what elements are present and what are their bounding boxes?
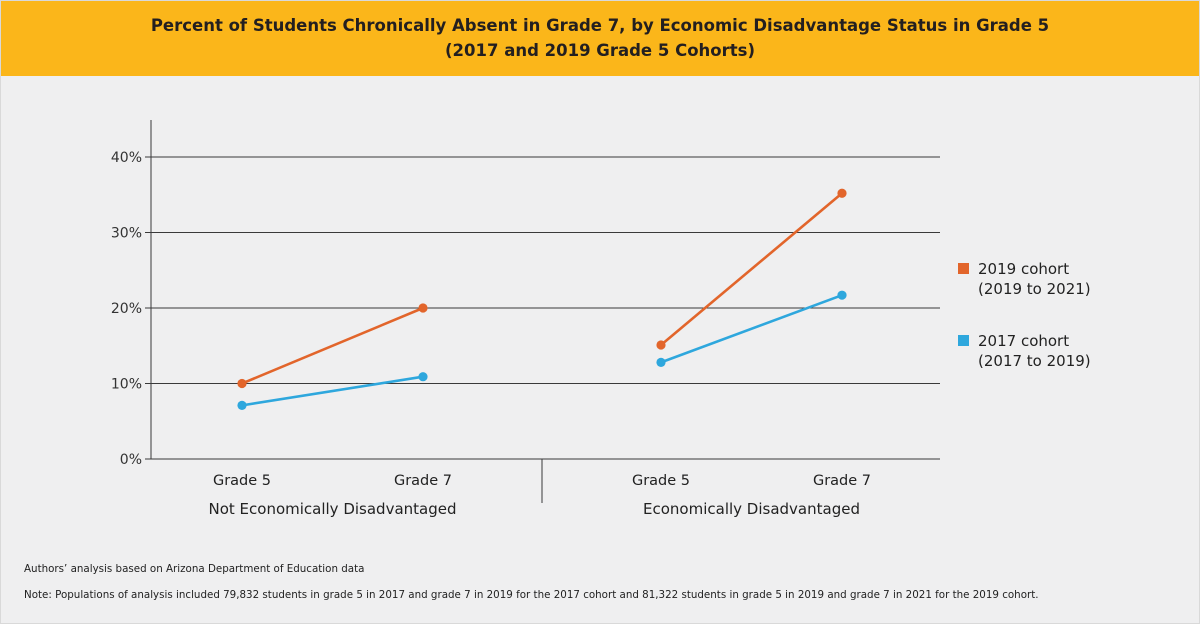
series-line-2017-cohort-1 <box>660 293 843 364</box>
chart-subtitle: (2017 and 2019 Grade 5 Cohorts) <box>444 41 755 60</box>
population-note: Note: Populations of analysis included 7… <box>24 589 1039 601</box>
data-point-2017-cohort-1-1 <box>837 290 847 300</box>
y-tick-label-30: 30% <box>111 226 142 242</box>
chart-title-banner: Percent of Students Chronically Absent i… <box>0 0 1200 76</box>
y-tick-label-10: 10% <box>111 377 142 393</box>
source-note: Authors’ analysis based on Arizona Depar… <box>24 563 365 575</box>
legend-label-2017-cohort: 2017 cohort <box>978 332 1069 350</box>
data-point-2019-cohort-0-1 <box>418 303 428 313</box>
x-tick-label-0-1: Grade 7 <box>394 473 452 489</box>
x-tick-label-1-1: Grade 7 <box>813 473 871 489</box>
data-point-2017-cohort-0-1 <box>418 372 428 382</box>
data-point-2017-cohort-1-0 <box>656 357 666 367</box>
legend-swatch-2019-cohort <box>958 263 969 274</box>
series-line-2019-cohort-0 <box>241 306 424 385</box>
series-line-2017-cohort-0 <box>241 375 424 407</box>
legend-swatch-2017-cohort <box>958 335 969 346</box>
data-point-2019-cohort-0-0 <box>237 378 247 389</box>
line-chart: 0% 10% 20% 30% 40% Grade 5 Grade 7 Not Economic… <box>111 120 1091 518</box>
y-tick-label-20: 20% <box>111 301 142 317</box>
chart-title: Percent of Students Chronically Absent i… <box>150 16 1050 35</box>
series-line-2019-cohort-1 <box>660 192 843 346</box>
data-point-2019-cohort-1-1 <box>837 188 847 198</box>
y-tick-label-0: 0% <box>120 452 142 468</box>
x-tick-label-1-0: Grade 5 <box>632 473 690 489</box>
legend-period-2017-cohort: (2017 to 2019) <box>978 352 1091 370</box>
legend-period-2019-cohort: (2019 to 2021) <box>978 280 1091 298</box>
y-tick-label-40: 40% <box>111 150 142 166</box>
group-label-1: Economically Disadvantaged <box>643 500 860 518</box>
group-label-0: Not Economically Disadvantaged <box>209 500 457 518</box>
x-tick-label-0-0: Grade 5 <box>213 473 271 489</box>
legend-label-2019-cohort: 2019 cohort <box>978 260 1069 278</box>
data-point-2017-cohort-0-0 <box>237 400 247 410</box>
data-point-2019-cohort-1-0 <box>656 340 666 350</box>
